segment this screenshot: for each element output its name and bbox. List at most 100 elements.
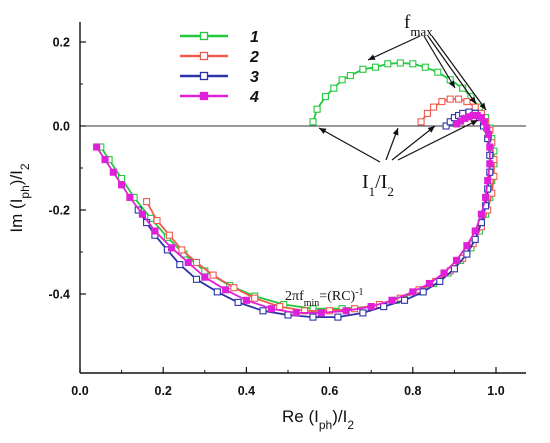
series-4-point [477,210,485,218]
series-1-point [359,65,367,73]
series-4-point [222,286,230,294]
series-layer [93,59,498,321]
series-2-point [192,258,201,267]
series-1-point [384,60,392,68]
series-3-point [284,311,292,319]
y-tick-label: -0.2 [48,204,70,218]
series-4-point [452,256,461,264]
series-4-point [184,258,192,267]
x-axis-title: Re (Iph)/I2 [282,407,354,432]
series-1-point [346,72,354,80]
series-4-point [126,193,134,201]
series-2-point [490,156,498,164]
series-3-point [463,250,471,258]
x-tick-label: 0.8 [404,384,421,398]
series-1-point [338,76,346,84]
fmax-arrow-2 [423,35,456,89]
series-1-line [100,62,495,310]
series-1-point [371,63,379,71]
series-2-point [417,118,425,126]
ratio-arrow-1 [318,127,381,163]
x-axis-ticks: 0.0 0.2 0.4 0.6 0.8 1.0 [71,367,505,398]
series-2-point [209,271,217,279]
series-2-point [430,103,438,111]
series-1-point [313,105,321,113]
series-2-point [153,216,161,225]
series-4-point [482,193,490,201]
series-4-point [484,130,493,138]
series-3 [134,108,494,321]
legend-label-3: 3 [250,69,259,86]
legend-marker-1 [199,31,209,41]
series-2-point [446,95,454,103]
x-tick-label: 0.2 [155,384,172,398]
series-2-point [143,198,151,206]
series-1 [97,59,498,313]
fmin-annotation: 2πfmin=(RC)-1 [285,287,364,309]
series-2-point [455,95,463,103]
series-4-point [409,288,417,296]
ratio-arrow-3 [391,125,436,161]
fmax-arrow-1 [367,35,421,61]
series-4-point [167,244,176,252]
legend-marker-3 [199,71,209,81]
series-3-point [400,296,409,304]
series-4-point [342,307,350,315]
fmax-arrow-4 [431,35,487,111]
series-1-point [309,118,317,126]
legend-marker-2 [199,51,209,61]
series-4-point [486,143,494,151]
series-3-point [380,303,388,311]
fmax-annotation: fmax [404,12,433,39]
series-4-point [242,296,250,304]
series-3-point [419,288,427,296]
series-4-point [480,118,488,126]
ratio-arrow-4 [397,119,479,161]
series-4-point [201,273,209,281]
series-4-point [151,227,159,235]
series-2-point [251,294,259,302]
series-4-point [138,210,146,218]
series-2-point [423,109,431,117]
series-3-point [234,298,242,306]
series-4-point [292,309,300,317]
series-3-point [176,261,184,269]
series-4-point [93,143,101,151]
series-1-point [330,84,338,92]
series-3-point [192,275,201,283]
series-2-point [471,103,479,111]
series-3-point [334,313,342,321]
series-1-point [409,60,417,68]
x-tick-label: 0.6 [321,384,338,398]
legend-marker-4 [199,91,209,101]
ratio-arrow-2 [385,127,399,161]
series-4-point [486,160,494,168]
legend: 1 2 3 4 [180,29,259,106]
x-tick-label: 0.0 [71,384,88,398]
series-3-point [436,277,444,285]
series-4-point [463,242,471,250]
series-3-point [442,122,450,130]
series-2-point [276,303,284,311]
series-3-point [359,309,367,317]
series-4-point [425,279,433,288]
series-4-point [109,168,117,176]
series-2-point [488,189,496,197]
series-2-point [165,231,173,239]
series-4-point [367,303,375,311]
series-4-point [484,177,492,185]
y-tick-label: 0.0 [53,120,70,134]
legend-label-2: 2 [249,49,259,66]
series-4-point [101,156,109,164]
series-4-point [118,181,126,189]
series-3-point [259,307,267,315]
series-4-point [440,269,448,277]
series-3-point [309,313,317,321]
series-4 [93,111,494,317]
x-tick-label: 0.4 [238,384,255,398]
series-1-point [396,59,404,67]
series-4-point [471,227,479,235]
series-2-point [230,284,238,292]
series-2-point [463,98,471,106]
